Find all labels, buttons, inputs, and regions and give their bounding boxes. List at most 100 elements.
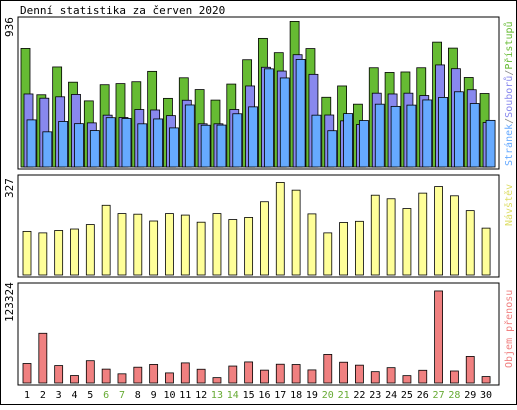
visits-panel-bar-navstevy-12 bbox=[196, 221, 206, 276]
hits-panel-bar-stranky-5 bbox=[89, 130, 100, 168]
hits-panel-bar-stranky-15 bbox=[248, 106, 259, 168]
volume-panel-bar-objem-13 bbox=[212, 377, 222, 384]
volume-panel-bar-objem-14 bbox=[228, 365, 238, 384]
volume-panel-bar-objem-1 bbox=[22, 363, 32, 384]
hits-panel-frame bbox=[17, 16, 500, 170]
x-tick-label-30: 30 bbox=[480, 390, 492, 401]
volume-panel-bar-objem-12 bbox=[196, 368, 206, 384]
x-tick-label-9: 9 bbox=[151, 390, 157, 401]
visits-panel-bar-navstevy-4 bbox=[70, 228, 79, 276]
visits-panel-bar-navstevy-3 bbox=[54, 230, 64, 276]
x-tick-label-10: 10 bbox=[163, 390, 175, 401]
visits-ymax-label: 327 bbox=[3, 178, 16, 198]
volume-panel-bar-objem-17 bbox=[275, 363, 285, 384]
visits-panel-bar-navstevy-28 bbox=[450, 195, 459, 276]
visits-panel-bar-navstevy-19 bbox=[307, 213, 317, 276]
legend-separator-1: / bbox=[504, 118, 515, 124]
visits-panel-bar-navstevy-22 bbox=[355, 220, 364, 276]
volume-panel-bar-objem-15 bbox=[244, 361, 254, 384]
visits-panel-bar-navstevy-15 bbox=[244, 217, 254, 276]
x-tick-label-4: 4 bbox=[71, 390, 77, 401]
x-tick-label-17: 17 bbox=[274, 390, 286, 401]
visits-panel-bar-navstevy-1 bbox=[22, 230, 32, 276]
visits-panel-bar-navstevy-23 bbox=[370, 194, 380, 276]
hits-panel-bar-stranky-7 bbox=[121, 118, 132, 168]
visits-panel-bar-navstevy-13 bbox=[212, 213, 222, 276]
x-tick-label-8: 8 bbox=[135, 390, 141, 401]
x-tick-label-14: 14 bbox=[227, 390, 239, 401]
legend-stranky: Stránek bbox=[503, 124, 515, 166]
x-tick-label-28: 28 bbox=[448, 390, 460, 401]
hits-panel-bar-stranky-22 bbox=[359, 120, 369, 168]
visits-panel-bar-navstevy-20 bbox=[323, 232, 333, 276]
visits-panel-bar-navstevy-2 bbox=[38, 232, 48, 276]
hits-panel-bar-stranky-29 bbox=[469, 103, 480, 168]
volume-panel-bar-objem-8 bbox=[133, 366, 143, 384]
hits-panel-bar-stranky-11 bbox=[184, 104, 195, 168]
x-tick-label-1: 1 bbox=[24, 390, 30, 401]
visits-panel-bar-navstevy-8 bbox=[133, 213, 143, 276]
visits-panel-bar-navstevy-25 bbox=[402, 208, 412, 276]
volume-panel-bar-objem-18 bbox=[291, 364, 301, 384]
volume-panel-bar-objem-19 bbox=[307, 369, 317, 384]
hits-panel-bar-stranky-1 bbox=[26, 119, 37, 168]
volume-panel-bar-objem-16 bbox=[260, 369, 269, 384]
hits-panel-bar-stranky-19 bbox=[311, 114, 322, 168]
visits-panel-bar-navstevy-27 bbox=[434, 186, 443, 276]
x-tick-label-20: 20 bbox=[322, 390, 334, 401]
volume-panel-bar-objem-24 bbox=[386, 367, 396, 384]
volume-panel-bar-objem-7 bbox=[117, 373, 127, 384]
hits-panel-bar-stranky-8 bbox=[137, 123, 148, 168]
visits-panel-bar-navstevy-14 bbox=[228, 219, 238, 276]
x-tick-label-11: 11 bbox=[179, 390, 191, 401]
hits-panel-bar-stranky-3 bbox=[58, 121, 69, 168]
visits-panel-bar-navstevy-17 bbox=[275, 182, 285, 276]
hits-ymax-label: 936 bbox=[3, 17, 16, 37]
visits-panel-bar-navstevy-16 bbox=[260, 201, 269, 276]
hits-panel-bar-stranky-10 bbox=[169, 127, 179, 168]
x-tick-label-7: 7 bbox=[119, 390, 125, 401]
hits-panel-bar-stranky-13 bbox=[216, 124, 227, 168]
hits-panel-bar-stranky-18 bbox=[295, 59, 306, 168]
x-tick-label-2: 2 bbox=[40, 390, 46, 401]
x-tick-label-6: 6 bbox=[103, 390, 109, 401]
visits-panel-frame bbox=[17, 174, 500, 278]
hits-panel-bar-stranky-27 bbox=[438, 97, 448, 168]
x-tick-label-16: 16 bbox=[258, 390, 270, 401]
legend-separator-2: / bbox=[504, 70, 515, 76]
volume-panel-bar-objem-29 bbox=[465, 356, 475, 384]
legend-navstevy: Návštěv bbox=[503, 184, 515, 226]
visits-panel-bar-navstevy-10 bbox=[165, 213, 174, 276]
x-tick-label-3: 3 bbox=[56, 390, 62, 401]
hits-panel-bar-stranky-6 bbox=[105, 117, 116, 168]
chart-title: Denní statistika za červen 2020 bbox=[20, 4, 225, 17]
x-tick-label-13: 13 bbox=[211, 390, 223, 401]
bars-layer bbox=[20, 21, 496, 384]
hits-panel-bar-stranky-28 bbox=[454, 91, 464, 168]
volume-panel-bar-objem-25 bbox=[402, 375, 412, 384]
volume-panel-frame bbox=[17, 282, 500, 386]
visits-panel-bar-navstevy-21 bbox=[339, 222, 349, 276]
visits-panel-bar-navstevy-11 bbox=[180, 214, 190, 276]
visits-panel-bar-navstevy-18 bbox=[291, 189, 301, 276]
x-tick-labels: 1 2 3 4 5 6 7 8 9 10 11 12 13 14 15 16 17 18 19 20 21 22 23 24 2… bbox=[24, 390, 492, 401]
hits-panel-bar-stranky-21 bbox=[343, 113, 354, 168]
hits-legend: Stránek/Souborů/Přístupů bbox=[503, 21, 515, 166]
legend-pristupy: Přístupů bbox=[503, 21, 515, 69]
volume-panel-bar-objem-26 bbox=[418, 369, 428, 384]
visits-panel-bar-navstevy-26 bbox=[418, 192, 428, 276]
x-tick-label-23: 23 bbox=[369, 390, 381, 401]
hits-panel-bar-stranky-14 bbox=[232, 113, 243, 168]
volume-panel-bar-objem-10 bbox=[165, 372, 174, 384]
x-tick-label-29: 29 bbox=[464, 390, 476, 401]
volume-panel-bar-objem-21 bbox=[339, 361, 349, 384]
volume-panel-bar-objem-20 bbox=[323, 354, 333, 384]
x-tick-label-15: 15 bbox=[243, 390, 255, 401]
x-tick-label-27: 27 bbox=[433, 390, 445, 401]
volume-panel-bar-objem-9 bbox=[149, 364, 159, 384]
visits-panel-bar-navstevy-30 bbox=[481, 227, 491, 276]
x-tick-label-5: 5 bbox=[87, 390, 93, 401]
hits-panel-bar-stranky-9 bbox=[153, 118, 164, 168]
legend-soubory: Souborů bbox=[503, 76, 515, 118]
